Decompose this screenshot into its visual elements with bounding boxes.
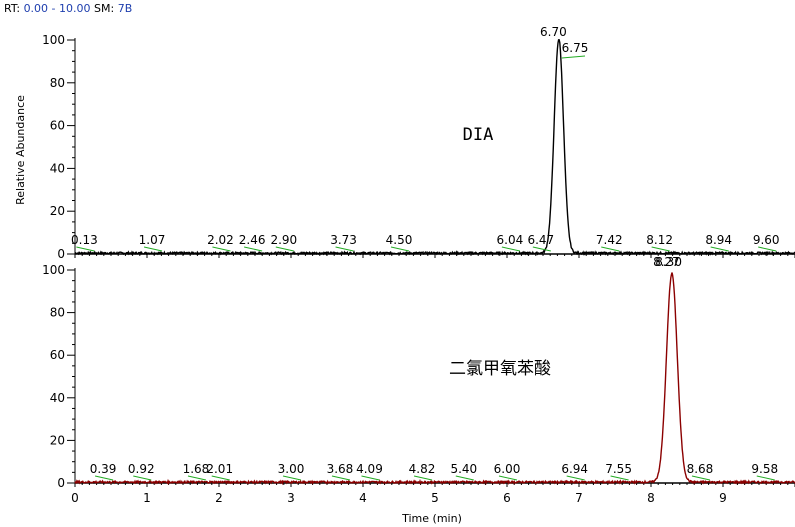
sm-value: 7B (117, 2, 133, 15)
peak-label-leader (275, 246, 294, 252)
y-tick-label: 60 (50, 119, 65, 133)
peak-label: 9.58 (751, 462, 778, 476)
peak-label: 3.73 (330, 233, 357, 247)
y-tick-label: 40 (50, 161, 65, 175)
chromatogram-panel-dia: 0 20 40 60 80 100 0.13 1.07 2.02 2.46 2.90 3.73 4.50… (42, 25, 795, 261)
x-tick-label: 3 (287, 491, 295, 505)
peak-label: 9.60 (753, 233, 780, 247)
x-tick-label: 1 (143, 491, 151, 505)
scan-range-header: RT: 0.00 - 10.00 SM: 7B (4, 2, 132, 15)
peak-label: 0.92 (128, 462, 155, 476)
x-tick-label: 5 (431, 491, 439, 505)
peak-label-leader (211, 475, 230, 481)
peak-label: 8.30 (655, 255, 682, 269)
peak-label: 4.82 (409, 462, 436, 476)
y-tick-label: 100 (42, 263, 65, 277)
peak-label: 6.70 (540, 25, 567, 39)
y-tick-label: 20 (50, 433, 65, 447)
peak-label-leader (390, 246, 410, 252)
peak-label: 7.42 (596, 233, 623, 247)
peak-label-leader (212, 246, 231, 252)
peak-label: 1.07 (139, 233, 166, 247)
peak-label-leader (94, 475, 114, 481)
y-tick-label: 100 (42, 33, 65, 47)
peak-label: 8.94 (705, 233, 732, 247)
peak-label-leader (756, 475, 775, 481)
peak-label: 0.39 (90, 462, 117, 476)
y-tick-label: 0 (57, 476, 65, 490)
peak-label-leader (335, 246, 354, 252)
rt-label: RT: (4, 2, 21, 15)
peak-label: 3.00 (278, 462, 305, 476)
x-tick-label: 7 (575, 491, 583, 505)
peak-label-leader (758, 246, 777, 252)
sm-label: SM: (94, 2, 115, 15)
peak-label: 4.09 (356, 462, 383, 476)
chromatogram-trace (74, 272, 795, 486)
peak-label: 6.75 (562, 41, 589, 55)
x-tick-label: 9 (719, 491, 727, 505)
x-tick-label: 0 (71, 491, 79, 505)
peak-label-leader (501, 246, 520, 252)
peak-label: 5.40 (450, 462, 477, 476)
peak-label: 2.02 (207, 233, 234, 247)
x-tick-label: 8 (647, 491, 655, 505)
y-axis-title: Relative Abundance (14, 95, 27, 205)
peak-label-leader (532, 246, 551, 252)
peak-label: 8.27 (653, 255, 680, 269)
peak-label-leader (76, 246, 95, 252)
y-tick-label: 0 (57, 247, 65, 261)
peak-label-leader (361, 475, 380, 481)
peak-label: 6.94 (561, 462, 588, 476)
peak-label: 6.04 (497, 233, 524, 247)
x-tick-label: 2 (215, 491, 223, 505)
peak-label: 4.50 (386, 233, 413, 247)
y-tick-label: 20 (50, 204, 65, 218)
peak-label-leader (455, 475, 474, 481)
peak-label: 8.68 (687, 462, 714, 476)
peak-label-leader (143, 246, 163, 252)
peak-label-leader (561, 55, 586, 59)
peak-label-leader (651, 246, 670, 252)
y-tick-label: 80 (50, 306, 65, 320)
shared-axis-titles: Relative Abundance Time (min) (14, 95, 462, 525)
peak-label-leader (498, 475, 518, 481)
y-tick-label: 80 (50, 76, 65, 90)
peak-label-leader (566, 475, 585, 481)
peak-label: 8.12 (646, 233, 673, 247)
peak-label: 6.00 (494, 462, 521, 476)
peak-label-leader (282, 475, 302, 481)
peak-label: 7.55 (605, 462, 632, 476)
peak-label-leader (610, 475, 629, 481)
peak-label-leader (710, 246, 729, 252)
peak-label: 2.01 (206, 462, 233, 476)
peak-label-leader (691, 475, 711, 481)
x-tick-label: 6 (503, 491, 511, 505)
peak-label: 1.68 (183, 462, 210, 476)
x-axis-title: Time (min) (401, 512, 462, 525)
x-tick-label: 4 (359, 491, 367, 505)
chromatogram-trace (74, 39, 795, 257)
peak-label: 3.68 (327, 462, 354, 476)
peak-label-leader (601, 246, 620, 252)
peak-label-leader (133, 475, 152, 481)
y-tick-label: 60 (50, 348, 65, 362)
peak-label: 2.90 (270, 233, 297, 247)
peak-label-leader (244, 246, 263, 252)
compound-name-label: DIA (463, 125, 494, 145)
compound-name-label: 二氯甲氧苯酸 (449, 359, 551, 379)
peak-label-leader (413, 475, 433, 481)
peak-label: 6.47 (527, 233, 554, 247)
peak-label-leader (331, 475, 351, 481)
peak-label: 2.46 (239, 233, 266, 247)
peak-label-leader (187, 475, 207, 481)
peak-label: 0.13 (71, 233, 98, 247)
rt-range-value: 0.00 - 10.00 (23, 2, 91, 15)
y-tick-label: 40 (50, 391, 65, 405)
